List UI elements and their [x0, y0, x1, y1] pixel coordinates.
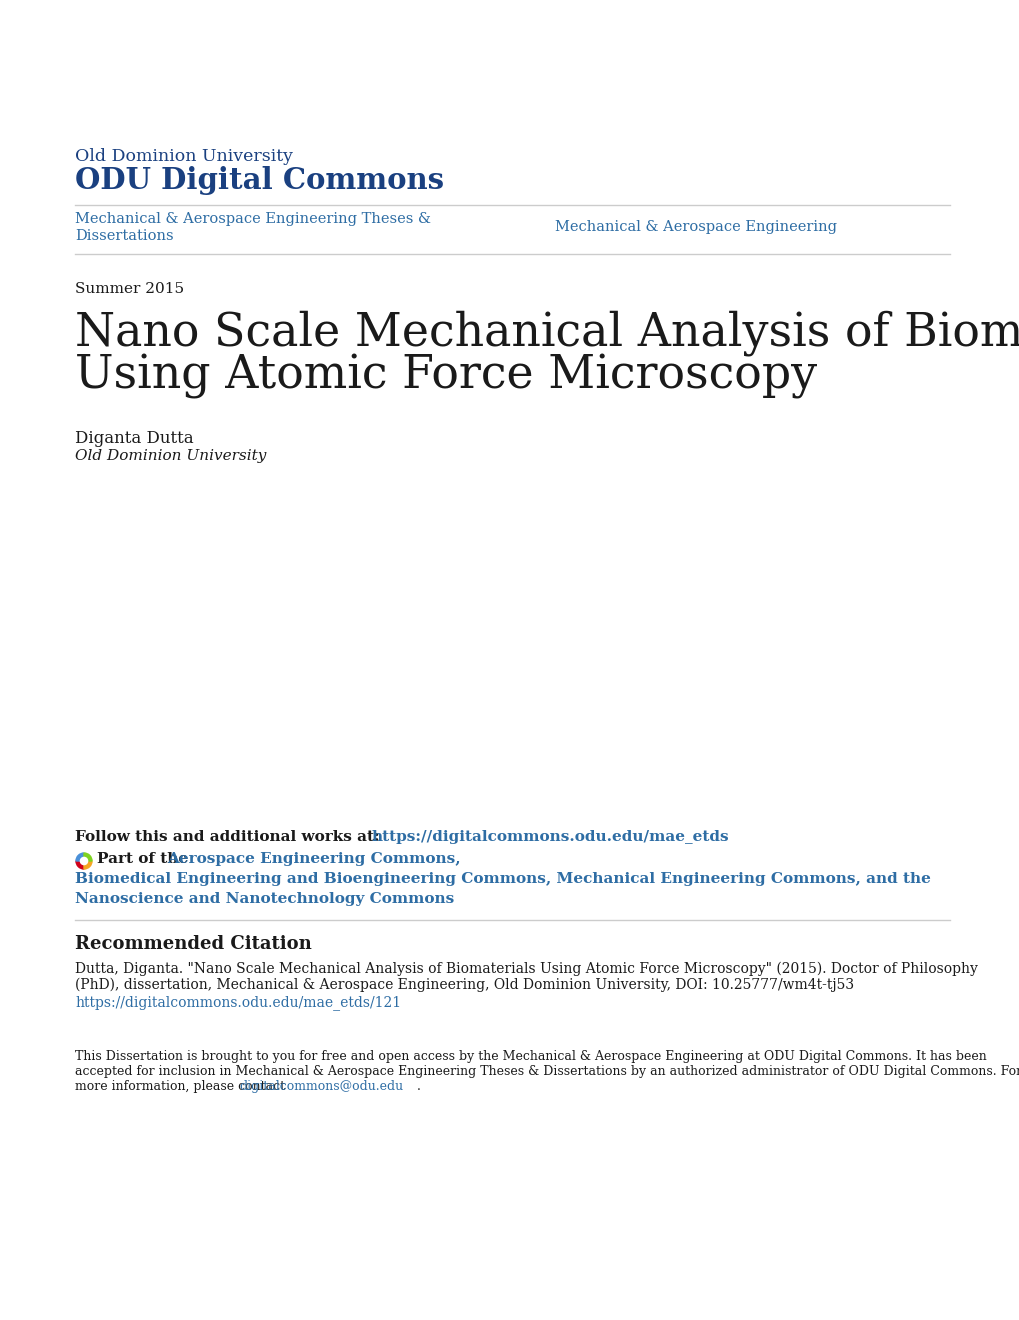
Text: This Dissertation is brought to you for free and open access by the Mechanical &: This Dissertation is brought to you for … — [75, 1049, 985, 1063]
Text: Old Dominion University: Old Dominion University — [75, 148, 292, 165]
Text: accepted for inclusion in Mechanical & Aerospace Engineering Theses & Dissertati: accepted for inclusion in Mechanical & A… — [75, 1065, 1019, 1078]
Circle shape — [81, 858, 88, 865]
Text: Nanoscience and Nanotechnology Commons: Nanoscience and Nanotechnology Commons — [75, 892, 453, 906]
Text: (PhD), dissertation, Mechanical & Aerospace Engineering, Old Dominion University: (PhD), dissertation, Mechanical & Aerosp… — [75, 978, 853, 993]
Text: Summer 2015: Summer 2015 — [75, 282, 184, 296]
Text: .: . — [417, 1080, 421, 1093]
Wedge shape — [84, 853, 92, 861]
Text: Recommended Citation: Recommended Citation — [75, 935, 312, 953]
Wedge shape — [84, 861, 92, 869]
Text: Follow this and additional works at:: Follow this and additional works at: — [75, 830, 384, 843]
Text: Dissertations: Dissertations — [75, 228, 173, 243]
Text: digitalcommons@odu.edu: digitalcommons@odu.edu — [238, 1080, 403, 1093]
Text: more information, please contact: more information, please contact — [75, 1080, 288, 1093]
Text: Aerospace Engineering Commons,: Aerospace Engineering Commons, — [167, 851, 461, 866]
Text: Part of the: Part of the — [97, 851, 194, 866]
Text: Mechanical & Aerospace Engineering: Mechanical & Aerospace Engineering — [554, 220, 837, 234]
Text: https://digitalcommons.odu.edu/mae_etds/121: https://digitalcommons.odu.edu/mae_etds/… — [75, 995, 400, 1010]
Text: https://digitalcommons.odu.edu/mae_etds: https://digitalcommons.odu.edu/mae_etds — [372, 830, 729, 843]
Text: Old Dominion University: Old Dominion University — [75, 449, 266, 463]
Text: ODU Digital Commons: ODU Digital Commons — [75, 166, 443, 195]
Wedge shape — [76, 861, 84, 869]
Text: Mechanical & Aerospace Engineering Theses &: Mechanical & Aerospace Engineering These… — [75, 213, 431, 226]
Text: Using Atomic Force Microscopy: Using Atomic Force Microscopy — [75, 354, 816, 399]
Text: Diganta Dutta: Diganta Dutta — [75, 430, 194, 447]
Text: Dutta, Diganta. "Nano Scale Mechanical Analysis of Biomaterials Using Atomic For: Dutta, Diganta. "Nano Scale Mechanical A… — [75, 962, 977, 977]
Wedge shape — [76, 853, 84, 861]
Text: Biomedical Engineering and Bioengineering Commons, Mechanical Engineering Common: Biomedical Engineering and Bioengineerin… — [75, 873, 930, 886]
Text: Nano Scale Mechanical Analysis of Biomaterials: Nano Scale Mechanical Analysis of Biomat… — [75, 310, 1019, 356]
